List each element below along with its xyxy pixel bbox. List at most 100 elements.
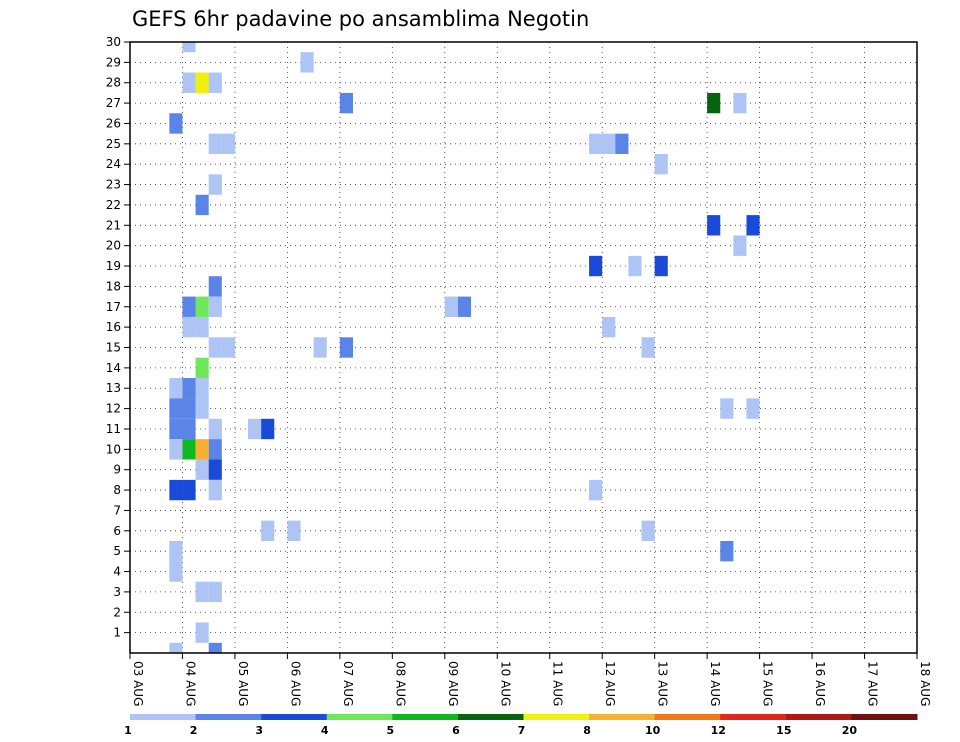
data-cell [248, 418, 262, 440]
data-cell [602, 316, 616, 338]
y-tick-label: 6 [113, 524, 121, 538]
legend-label: 4 [321, 724, 329, 737]
data-cell [208, 479, 222, 501]
data-cell [208, 337, 222, 358]
data-cell [195, 378, 209, 399]
data-cell [261, 520, 275, 541]
x-tick-label: 08 AUG [393, 661, 407, 706]
data-cell [208, 276, 222, 297]
data-cell [313, 337, 327, 358]
data-cell [182, 439, 196, 460]
data-cell [182, 72, 196, 93]
y-tick-label: 30 [106, 35, 121, 49]
y-axis: 1234567891011121314151617181920212223242… [106, 35, 130, 640]
data-cell [589, 479, 603, 501]
y-tick-label: 29 [106, 55, 121, 69]
legend-swatch [654, 714, 721, 720]
data-cell [169, 561, 183, 582]
data-cell [169, 378, 183, 399]
data-cell [182, 378, 196, 399]
data-cell [169, 113, 183, 134]
data-cell [615, 133, 629, 155]
data-cell [208, 296, 222, 317]
data-cell [208, 581, 222, 603]
data-cell [182, 296, 196, 317]
color-legend: 1 2 3 4 5 6 7 8 10 12 15 20 [124, 714, 918, 737]
data-cell [169, 479, 183, 501]
legend-label: 20 [842, 724, 858, 737]
legend-swatch [261, 714, 328, 720]
data-cell [733, 92, 747, 114]
data-cell [182, 42, 196, 53]
data-cell [195, 72, 209, 93]
data-cell [195, 398, 209, 419]
legend-swatch [326, 714, 393, 720]
data-cell [195, 357, 209, 379]
y-tick-label: 17 [106, 300, 121, 314]
legend-swatch [195, 714, 262, 720]
y-tick-label: 18 [106, 279, 121, 293]
y-tick-label: 8 [113, 483, 121, 497]
data-cell [182, 398, 196, 419]
data-cell [169, 418, 183, 440]
x-tick-label: 16 AUG [813, 661, 827, 706]
data-cell [169, 540, 183, 562]
grid-lines [130, 41, 917, 653]
data-cell [195, 296, 209, 317]
data-cell [261, 418, 275, 440]
data-cell [221, 133, 235, 155]
legend-label: 1 [124, 724, 132, 737]
data-cell [746, 398, 760, 419]
legend-swatch [523, 714, 590, 720]
y-tick-label: 25 [106, 137, 121, 151]
x-tick-label: 09 AUG [446, 661, 460, 706]
y-tick-label: 10 [106, 442, 121, 456]
x-tick-label: 12 AUG [603, 661, 617, 706]
data-cell [208, 439, 222, 460]
x-tick-label: 10 AUG [498, 661, 512, 706]
data-cell [195, 459, 209, 480]
y-tick-label: 16 [106, 320, 121, 334]
legend-label: 2 [190, 724, 198, 737]
y-tick-label: 21 [106, 218, 121, 232]
y-tick-label: 2 [113, 605, 121, 619]
legend-label: 7 [518, 724, 526, 737]
y-tick-label: 13 [106, 381, 121, 395]
data-cell [654, 255, 668, 277]
data-cell [457, 296, 472, 317]
legend-swatch [589, 714, 656, 720]
y-tick-label: 1 [113, 626, 121, 640]
data-cell [195, 194, 209, 216]
x-tick-label: 14 AUG [708, 661, 722, 706]
data-cell [720, 398, 734, 419]
data-cell [195, 581, 209, 603]
data-cell [195, 316, 209, 338]
y-tick-label: 14 [106, 361, 121, 375]
legend-label: 3 [255, 724, 263, 737]
legend-swatch [785, 714, 852, 720]
y-tick-label: 26 [106, 116, 121, 130]
data-cell [182, 479, 196, 501]
y-tick-label: 27 [106, 96, 121, 110]
data-cell [746, 215, 760, 236]
legend-label: 10 [645, 724, 661, 737]
legend-swatch [130, 714, 197, 720]
data-cell [707, 92, 721, 114]
data-cell [641, 337, 655, 358]
data-cell [169, 398, 183, 419]
data-cell [628, 255, 642, 277]
data-cell [208, 418, 222, 440]
data-cells [169, 42, 760, 653]
legend-label: 6 [452, 724, 460, 737]
data-cell [208, 174, 222, 195]
y-tick-label: 3 [113, 585, 121, 599]
y-tick-label: 22 [106, 198, 121, 212]
x-tick-label: 18 AUG [918, 661, 932, 706]
y-tick-label: 19 [106, 259, 121, 273]
y-tick-label: 11 [106, 422, 121, 436]
x-tick-label: 11 AUG [551, 661, 565, 706]
data-cell [300, 52, 314, 73]
data-cell [195, 439, 209, 460]
data-cell [720, 540, 734, 562]
